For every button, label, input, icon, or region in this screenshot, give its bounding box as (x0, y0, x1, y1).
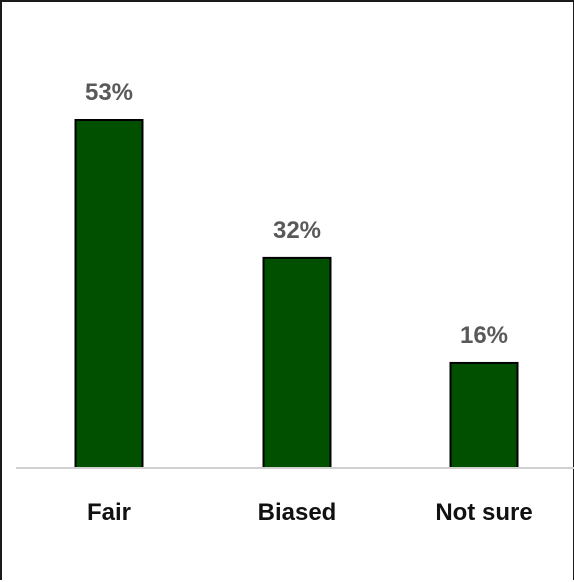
category-label-fair: Fair (87, 499, 131, 526)
category-label-biased: Biased (258, 499, 337, 526)
data-label-fair: 53% (85, 79, 133, 106)
bar-not-sure (449, 361, 519, 469)
category-label-not-sure: Not sure (435, 499, 532, 526)
data-label-not-sure: 16% (460, 322, 508, 349)
bars-layer (74, 119, 519, 469)
bar-biased (262, 256, 332, 469)
data-label-biased: 32% (273, 217, 321, 244)
bar-fair (74, 119, 144, 469)
labels-layer: 53% Fair 32% Biased 16% Not sure (85, 79, 533, 526)
